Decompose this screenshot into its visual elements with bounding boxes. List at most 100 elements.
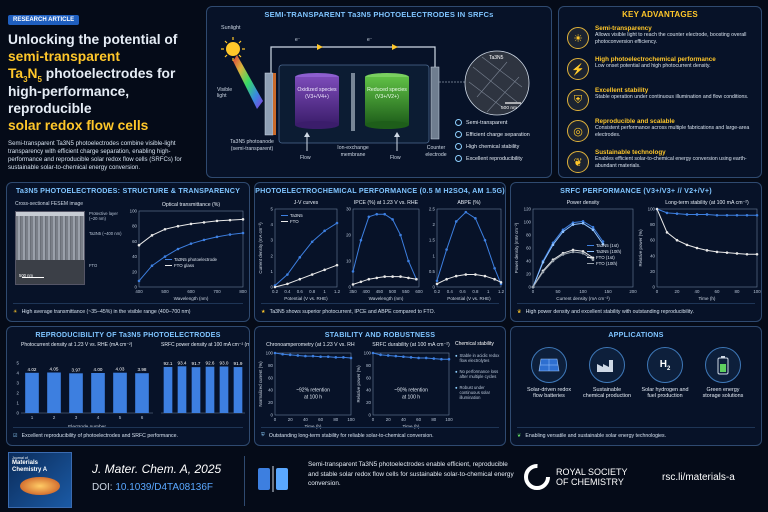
- battery-icon: [705, 347, 741, 383]
- x-axis-label: Electrode number: [68, 424, 106, 429]
- footer-summary: Semi-transparent Ta3N5 photoelectrodes e…: [308, 461, 514, 488]
- star-icon: ★: [261, 308, 266, 315]
- applications-title: APPLICATIONS: [608, 330, 664, 339]
- y-tick-label: 5: [271, 207, 274, 212]
- schematic-diagram: [221, 37, 530, 151]
- data-label: 4.05: [50, 367, 59, 372]
- data-point: [399, 233, 402, 237]
- x-tick-label: 50: [556, 289, 561, 294]
- x-tick-label: 500: [161, 289, 169, 294]
- data-point: [334, 356, 338, 359]
- x-tick-label: 0.8: [472, 289, 479, 294]
- series-line: [532, 220, 604, 288]
- x-tick-label: 1.2: [334, 289, 341, 294]
- data-point: [335, 263, 339, 267]
- srfc-power-bar-chart: SRFC power density at 100 mA cm⁻² (mW cm…: [161, 342, 249, 414]
- data-point: [601, 242, 605, 246]
- data-point: [391, 218, 394, 221]
- y-tick-label: 80: [650, 222, 655, 227]
- y-axis-label: Current density (mA cm⁻²): [258, 222, 263, 274]
- bullet-item: Excellent reproducibility: [455, 155, 551, 162]
- data-point: [591, 225, 595, 229]
- advantage-text: Allows visible light to reach the counte…: [595, 32, 747, 45]
- research-badge: RESEARCH ARTICLE: [8, 15, 80, 25]
- y-tick-label: 0: [369, 413, 372, 418]
- photocurrent-bar-chart: Photocurrent density at 1.23 V vs. RHE (…: [17, 342, 153, 429]
- chart-title: Power density: [567, 200, 600, 206]
- ipce-chart: IPCE (%) at 1.23 V vs. RHE 350 400 450 500 55…: [346, 200, 423, 301]
- x-tick-label: 0.8: [309, 289, 316, 294]
- data-point: [561, 253, 565, 256]
- stability-title: STABILITY AND ROBUSTNESS: [324, 330, 436, 339]
- bar: [177, 366, 187, 413]
- data-point: [735, 213, 739, 217]
- data-label: 4.02: [28, 367, 37, 372]
- sun-icon: ☀: [567, 27, 589, 49]
- y-axis-label: Relative power (%): [356, 365, 361, 403]
- data-point: [402, 355, 405, 359]
- data-point: [298, 277, 302, 281]
- plot-frame: [352, 208, 420, 288]
- advantage-item: Excellent stability Stable operation unde…: [595, 87, 757, 101]
- annotation-text: ~90% retention: [394, 387, 428, 393]
- x-axis-label: Time (h): [699, 296, 716, 301]
- app-item: H2 Solar hydrogen and fuel production: [641, 347, 689, 399]
- srfc-panel: SRFC PERFORMANCE (V3+/V3+ // V2+/V+) Pow…: [510, 182, 762, 322]
- y-tick-label: 20: [526, 272, 531, 277]
- y-tick-label: 2: [433, 222, 436, 227]
- x-tick-label: 60: [715, 289, 720, 294]
- y-tick-label: 60: [132, 239, 137, 244]
- srfc-caption: ♛ High power density and excellent stabil…: [517, 303, 755, 317]
- bar: [219, 366, 229, 413]
- app-item: Sustainable chemical production: [583, 347, 631, 399]
- protective-label: Protective layer (~20 nm): [89, 211, 118, 221]
- advantage-title: High photoelectrochemical performance: [595, 56, 716, 63]
- x-tick-label: 0.6: [297, 289, 304, 294]
- chart-title: SRFC power density at 100 mA cm⁻² (mW cm…: [161, 342, 249, 348]
- data-point: [137, 243, 141, 247]
- data-point: [675, 212, 679, 215]
- data-point: [493, 277, 496, 281]
- data-point: [474, 217, 477, 220]
- data-point: [435, 282, 439, 286]
- structure-panel: Ta3N5 PHOTOELECTRODES: STRUCTURE & TRANS…: [6, 182, 250, 322]
- series-line: [274, 264, 338, 288]
- y-tick-label: 4: [271, 222, 274, 227]
- materials-link[interactable]: rsc.li/materials-a: [662, 472, 735, 483]
- data-point: [137, 279, 141, 283]
- y-tick-label: 10: [346, 259, 351, 264]
- check-icon: ●: [455, 369, 458, 374]
- x-tick-label: 20: [386, 417, 391, 422]
- ta3n5-layer-label: Ta3N5 (~400 nm): [89, 231, 122, 236]
- transmittance-chart: Optical transmittance (%)400 500 600 700 800…: [130, 202, 247, 301]
- chart-title: Optical transmittance (%): [162, 202, 221, 208]
- advantage-text: Stable operation under continuous illumi…: [595, 94, 749, 100]
- bar: [163, 366, 173, 413]
- x-axis-label: Time (h): [403, 424, 420, 429]
- chart-title: J-V curves: [294, 200, 319, 206]
- y-tick-label: 20: [268, 400, 273, 405]
- data-point: [541, 261, 545, 264]
- data-point: [464, 210, 468, 214]
- data-label: 4.03: [116, 367, 125, 372]
- check-icon: [455, 119, 462, 126]
- data-point: [665, 231, 669, 234]
- data-point: [176, 224, 180, 228]
- header-summary: Semi-transparent Ta3N5 photoelectrodes c…: [8, 139, 182, 172]
- x-axis-label: Wavelength (nm): [369, 296, 404, 301]
- visible-light-label: Visible light: [217, 87, 233, 99]
- series-line: [436, 211, 502, 285]
- y-tick-label: 40: [650, 253, 655, 258]
- doi-link[interactable]: 10.1039/D4TA08136F: [115, 482, 214, 493]
- pec-title: PHOTOELECTROCHEMICAL PERFORMANCE (0.5 M …: [255, 186, 505, 195]
- chem-stability-box: Chemical stability ● Stable in acidic red…: [455, 341, 503, 400]
- y-tick-label: 30: [346, 207, 351, 212]
- x-tick-label: 1.2: [498, 289, 505, 294]
- chem-stability-title: Chemical stability: [455, 341, 494, 347]
- bar: [47, 372, 61, 413]
- data-point: [311, 354, 315, 358]
- x-axis-label: Potential (V vs. RHE): [284, 296, 328, 301]
- advantage-item: Reproducible and scalable Consistent perf…: [595, 118, 757, 138]
- x-tick-label: 0.2: [434, 289, 441, 294]
- sem-label: Ta3N5: [489, 55, 504, 61]
